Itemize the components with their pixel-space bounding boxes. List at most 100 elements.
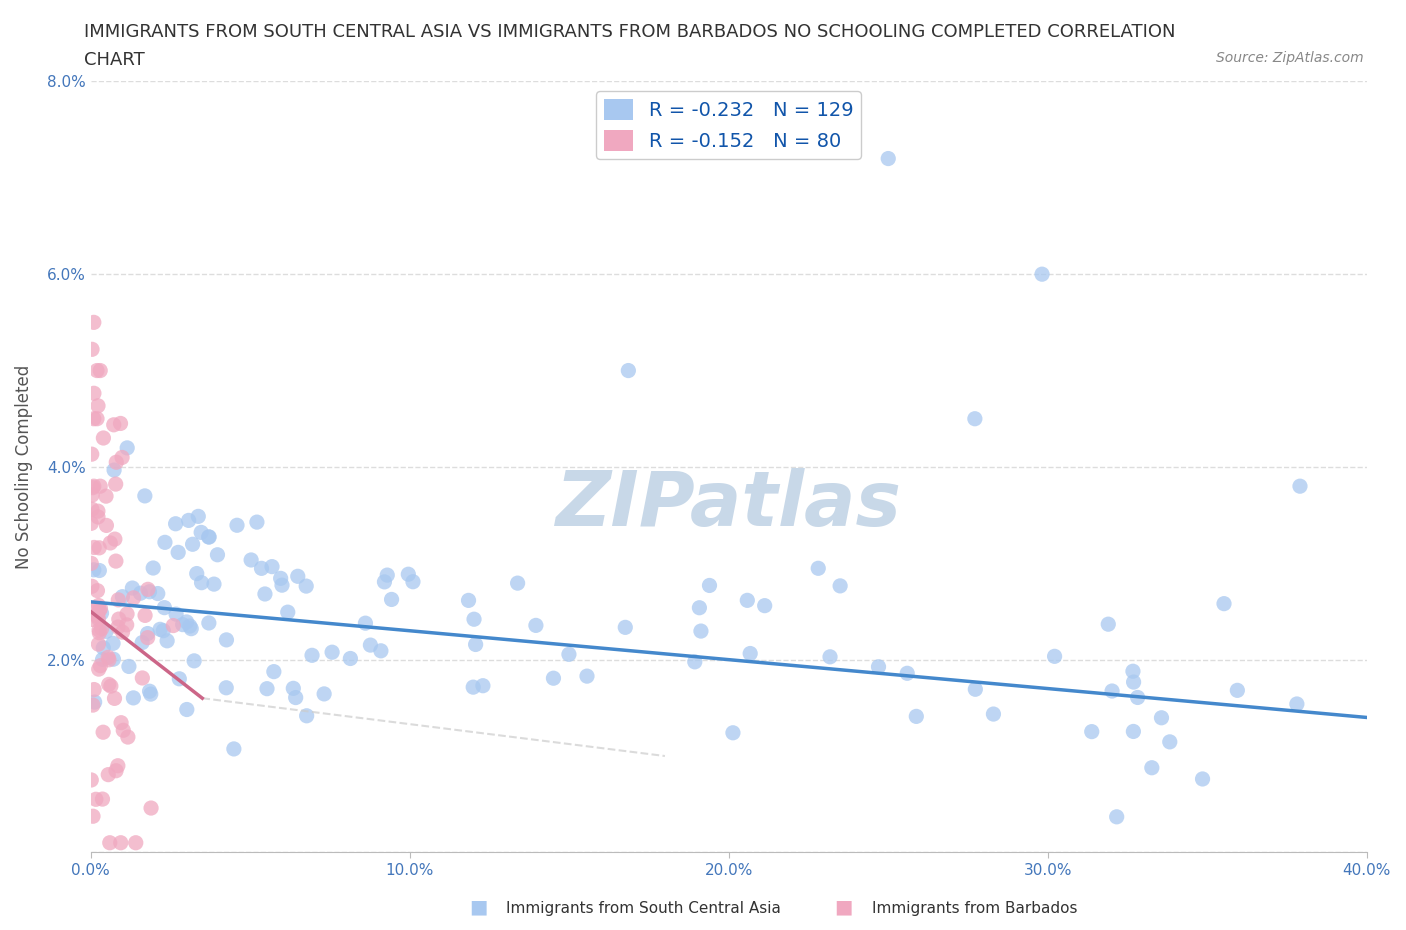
Point	[115, 618, 138, 632]
Point	[131, 671, 153, 685]
Y-axis label: No Schooling Completed: No Schooling Completed	[15, 365, 32, 569]
Point	[614, 620, 637, 635]
Point	[80, 773, 103, 788]
Point	[373, 575, 395, 590]
Point	[167, 545, 190, 560]
Point	[87, 661, 110, 676]
Point	[87, 510, 110, 525]
Point	[314, 686, 336, 701]
Point	[111, 450, 134, 465]
Point	[207, 548, 229, 563]
Point	[339, 651, 361, 666]
Point	[543, 671, 565, 685]
Point	[463, 612, 485, 627]
Point	[1226, 683, 1249, 698]
Point	[91, 724, 114, 739]
Point	[524, 618, 547, 632]
Text: ■: ■	[834, 897, 853, 916]
Point	[153, 600, 176, 615]
Point	[112, 723, 135, 737]
Point	[80, 501, 103, 516]
Point	[83, 563, 105, 578]
Point	[375, 567, 398, 582]
Point	[271, 578, 294, 592]
Point	[83, 386, 105, 401]
Point	[98, 835, 121, 850]
Point	[83, 540, 105, 555]
Point	[198, 529, 221, 544]
Point	[110, 416, 132, 431]
Point	[260, 559, 283, 574]
Point	[83, 315, 105, 330]
Point	[96, 518, 118, 533]
Point	[82, 487, 104, 502]
Point	[80, 556, 103, 571]
Point	[983, 707, 1005, 722]
Point	[152, 623, 174, 638]
Point	[699, 578, 721, 593]
Point	[198, 616, 221, 631]
Point	[186, 566, 208, 581]
Point	[146, 586, 169, 601]
Point	[737, 593, 759, 608]
Point	[380, 592, 402, 607]
Point	[83, 479, 105, 494]
Text: Source: ZipAtlas.com: Source: ZipAtlas.com	[1216, 51, 1364, 65]
Point	[156, 633, 179, 648]
Point	[295, 578, 318, 593]
Point	[87, 637, 110, 652]
Point	[222, 741, 245, 756]
Point	[877, 151, 900, 166]
Point	[138, 584, 160, 599]
Point	[105, 455, 128, 470]
Point	[287, 569, 309, 584]
Point	[359, 638, 381, 653]
Point	[111, 590, 134, 604]
Point	[190, 576, 212, 591]
Point	[301, 648, 323, 663]
Point	[104, 477, 127, 492]
Point	[103, 691, 125, 706]
Point	[1043, 649, 1066, 664]
Point	[86, 608, 108, 623]
Point	[354, 616, 377, 631]
Point	[100, 679, 122, 694]
Point	[142, 561, 165, 576]
Point	[963, 411, 986, 426]
Point	[111, 625, 134, 640]
Point	[97, 677, 120, 692]
Point	[107, 758, 129, 773]
Point	[202, 577, 225, 591]
Point	[82, 809, 104, 824]
Point	[122, 591, 145, 605]
Point	[197, 529, 219, 544]
Point	[295, 709, 318, 724]
Point	[80, 578, 103, 593]
Point	[284, 690, 307, 705]
Point	[117, 730, 139, 745]
Point	[91, 652, 114, 667]
Point	[136, 582, 159, 597]
Point	[86, 411, 108, 426]
Point	[83, 411, 105, 426]
Point	[93, 431, 115, 445]
Point	[87, 398, 110, 413]
Point	[122, 690, 145, 705]
Point	[754, 598, 776, 613]
Point	[818, 649, 841, 664]
Point	[131, 635, 153, 650]
Point	[1126, 690, 1149, 705]
Point	[179, 618, 201, 633]
Point	[321, 644, 343, 659]
Point	[89, 625, 111, 640]
Point	[104, 553, 127, 568]
Point	[103, 418, 125, 432]
Point	[90, 621, 112, 636]
Point	[181, 537, 204, 551]
Point	[89, 563, 111, 578]
Point	[172, 618, 194, 632]
Point	[87, 598, 110, 613]
Point	[97, 652, 120, 667]
Point	[180, 621, 202, 636]
Point	[80, 516, 103, 531]
